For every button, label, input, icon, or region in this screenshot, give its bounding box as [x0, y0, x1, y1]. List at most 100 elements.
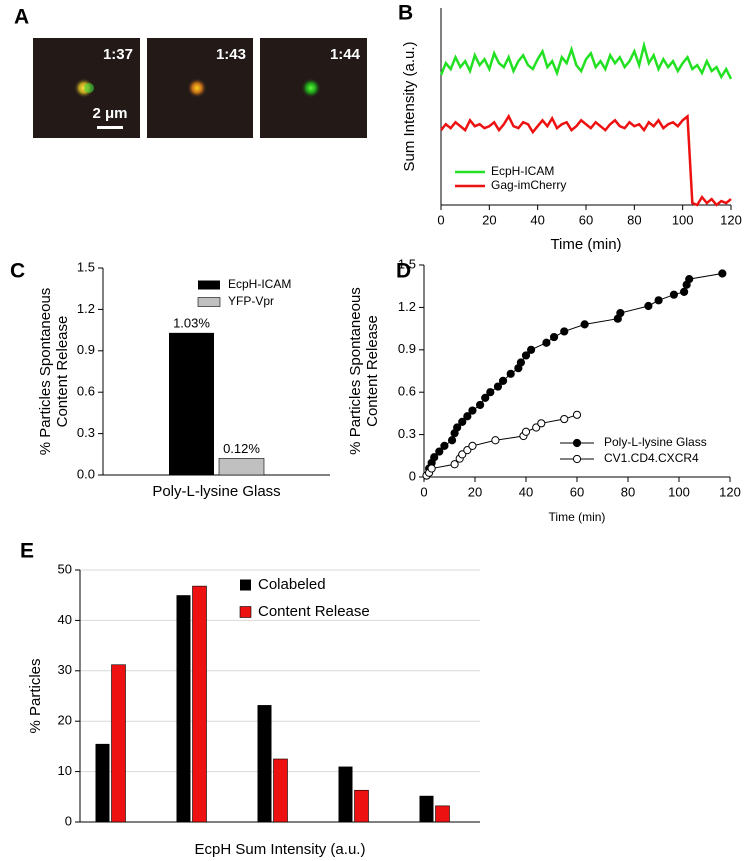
y-tick-label: 0.6: [398, 384, 416, 399]
y-tick-label: 40: [58, 612, 72, 627]
point: [468, 441, 477, 451]
timestamp: 1:44: [330, 46, 361, 63]
point: [476, 400, 485, 410]
y-tick-label: 0: [65, 813, 72, 828]
point: [491, 436, 500, 445]
legend-label: EcpH-ICAM: [228, 277, 291, 291]
bar: [95, 743, 110, 822]
point: [427, 464, 436, 473]
bar: [273, 758, 288, 823]
x-tick-label: 20: [468, 484, 482, 499]
point: [430, 453, 439, 462]
point: [521, 351, 531, 360]
point: [435, 447, 444, 456]
point: [685, 275, 694, 284]
point: [481, 393, 490, 402]
legend-swatch: [239, 606, 252, 618]
x-tick-label: 60: [579, 212, 593, 227]
bar: [419, 795, 434, 822]
legend-swatch: [197, 297, 221, 307]
y-axis-label: Content Release: [364, 315, 381, 427]
panel-label: A: [14, 6, 29, 29]
timestamp: 1:37: [103, 46, 133, 63]
legend-swatch: [240, 579, 251, 591]
panel-label: E: [20, 540, 34, 563]
point: [560, 414, 569, 424]
x-axis-label: Time (min): [550, 236, 621, 253]
particle: [84, 83, 94, 93]
x-tick-label: 120: [720, 212, 742, 227]
value-label: 0.12%: [223, 441, 260, 456]
scale-bar-label: 2 μm: [92, 105, 127, 122]
x-tick-label: 80: [627, 212, 641, 227]
bar: [111, 664, 126, 823]
x-tick-label: 60: [570, 484, 584, 499]
point: [644, 301, 653, 311]
point: [521, 427, 531, 436]
point: [516, 358, 526, 367]
point: [680, 287, 689, 296]
panel-label: D: [396, 260, 411, 283]
legend-label: Content Release: [258, 603, 370, 620]
point: [498, 376, 508, 385]
connector: [426, 414, 578, 476]
point: [532, 423, 541, 432]
y-tick-label: 0.3: [398, 426, 416, 441]
x-tick-label: 40: [519, 484, 533, 499]
legend-label: Colabeled: [258, 576, 326, 593]
y-tick-label: 1.5: [77, 259, 95, 274]
point: [506, 369, 515, 378]
point: [560, 327, 569, 336]
x-tick-label: 40: [530, 212, 544, 227]
x-tick-label: 0: [437, 212, 444, 227]
y-tick-label: 0: [409, 468, 416, 483]
scale-bar: [97, 126, 123, 129]
point: [440, 441, 449, 451]
point: [542, 338, 551, 347]
value-label: 1.03%: [173, 315, 210, 330]
y-tick-label: 1.5: [398, 256, 416, 271]
bar: [354, 789, 369, 823]
legend-label: EcpH-ICAM: [491, 164, 554, 178]
point: [458, 450, 467, 459]
y-axis-label: Content Release: [54, 316, 71, 428]
legend-label: Poly-L-lysine Glass: [604, 435, 707, 449]
y-tick-label: 30: [58, 662, 72, 677]
y-tick-label: 0.9: [77, 342, 95, 357]
x-tick-label: 20: [482, 212, 496, 227]
panel-a: A 1:37 1:43 1:44 2 μm: [14, 6, 367, 138]
point: [669, 290, 679, 299]
legend-swatch: [572, 454, 582, 464]
point: [468, 406, 477, 415]
point: [527, 345, 536, 354]
x-axis-label: EcpH Sum Intensity (a.u.): [195, 841, 366, 858]
bar: [176, 595, 191, 822]
point: [718, 269, 727, 278]
y-tick-label: 50: [58, 561, 72, 576]
panel-label: C: [10, 260, 25, 283]
y-tick-label: 1.2: [398, 299, 416, 314]
point: [458, 417, 467, 426]
x-tick-label: Poly-L-lysine Glass: [152, 483, 280, 500]
legend-swatch: [572, 438, 582, 448]
y-tick-label: 1.2: [77, 301, 95, 316]
y-tick-label: 0.0: [77, 466, 95, 481]
timestamp: 1:43: [216, 46, 246, 63]
y-tick-label: 0.9: [398, 341, 416, 356]
point: [463, 412, 472, 421]
point: [463, 446, 472, 455]
point: [486, 388, 495, 397]
bar: [338, 766, 353, 822]
point: [450, 460, 459, 469]
bar: [192, 585, 207, 823]
point: [580, 320, 589, 329]
point: [493, 382, 503, 391]
bar: [218, 458, 265, 476]
y-tick-label: 0.3: [77, 425, 95, 440]
legend-label: YFP-Vpr: [228, 294, 274, 308]
bar: [169, 332, 214, 475]
point: [453, 423, 462, 432]
point: [447, 436, 457, 445]
point: [572, 410, 582, 419]
